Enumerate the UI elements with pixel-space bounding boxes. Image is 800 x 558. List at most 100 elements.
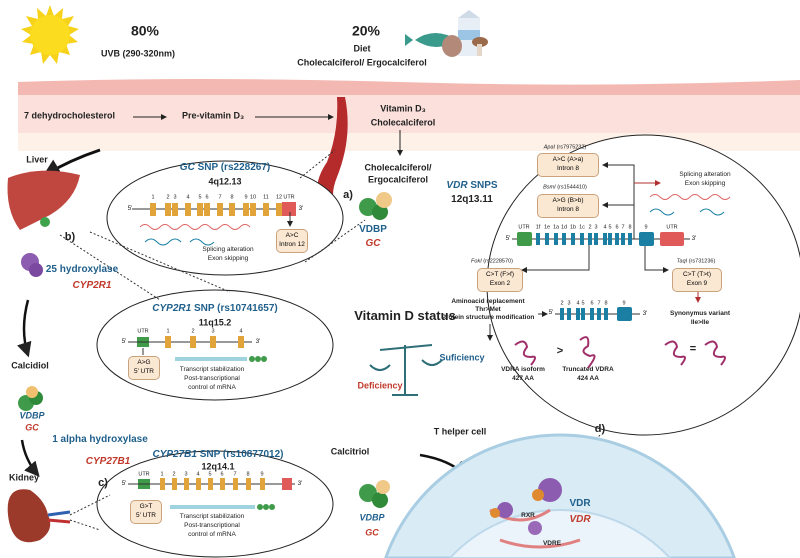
cyp27b1-effect-3: control of mRNA [188, 530, 236, 538]
exon-label: 7 [233, 471, 237, 478]
exon [545, 233, 549, 245]
vdr-protein-label: VDR [569, 497, 591, 509]
taqi-box: C>T (T>t) Exon 9 [672, 268, 722, 292]
exon-label: 2 [191, 328, 195, 335]
exon-label: 6 [205, 194, 209, 201]
cyp2r1-snp-id: SNP (rs10741657) [191, 302, 278, 314]
taqi-id: (rs731236) [687, 258, 716, 265]
exon [576, 308, 580, 320]
apai-name: ApaI [543, 144, 556, 151]
vdr-splice-effect-1: Splicing alteration [679, 170, 731, 178]
vdbp-label: VDBP [359, 223, 387, 235]
foki-variant: C>T (F>f) [485, 271, 515, 278]
exon-label: 7 [218, 194, 222, 201]
cell-nucleus [448, 509, 672, 558]
uvb-percent: 80% [130, 22, 160, 39]
exon-label: 2 [172, 471, 176, 478]
dehydrocholesterol: 7 dehydrocholesterol [24, 110, 116, 121]
exon [603, 233, 607, 245]
exon [243, 203, 249, 216]
exon-label: 5 [198, 194, 202, 201]
ergocalciferol-label: Ergocalciferol [367, 174, 429, 185]
three-prime: 3' [298, 204, 304, 212]
exon-label: 7 [597, 300, 601, 307]
exon-label: 9 [644, 224, 648, 231]
greater-than: > [556, 345, 564, 358]
balance-scale-icon [369, 344, 443, 396]
exon-label: 2 [166, 194, 170, 201]
exon [615, 233, 619, 245]
exon-label: 6 [615, 224, 619, 231]
exon [608, 233, 612, 245]
vdr-gene-name: VDR [446, 179, 468, 191]
25-hydroxylase-label: 25 hydroxylase [45, 263, 119, 275]
exon-label: 1f [535, 224, 541, 231]
exon [185, 203, 191, 216]
exon [229, 203, 235, 216]
exon [621, 233, 625, 245]
cyp27b1-variant-location: 5' UTR [135, 511, 157, 519]
cyp2r1-effect-3: control of mRNA [188, 383, 236, 391]
exon [597, 308, 601, 320]
exon-label: 1b [569, 224, 577, 231]
three-prime: 3' [255, 337, 261, 345]
exon-label: 1c [579, 224, 585, 231]
cyp2r1-gene-name: CYP2R1 [152, 302, 192, 314]
apai-location: Intron 8 [556, 164, 580, 172]
bsmi-variant: A>G (B>b) [552, 197, 584, 204]
vitamin-d-status-title: Vitamin D status [354, 307, 456, 323]
cyp27b1-gene-name: CYP27B1 [152, 448, 197, 460]
exon-label: 9 [260, 471, 264, 478]
exon [567, 308, 571, 320]
foki-id: (rs2228570) [481, 258, 513, 265]
vitamin-d3: Vitamin D₃ [380, 103, 426, 114]
exon [628, 233, 632, 245]
exon-label: 4 [239, 328, 243, 335]
gc-gene-name: GC [179, 161, 195, 173]
exon-label: 4 [576, 300, 580, 307]
deficiency-label: Deficiency [357, 380, 403, 391]
exon [536, 233, 540, 245]
exon [581, 308, 585, 320]
truncated-vdra: Truncated VDRA [562, 365, 614, 373]
exon [172, 203, 178, 216]
vdr-snps-word: SNPS [467, 179, 498, 191]
calcitriol-vdbp: VDBP [359, 512, 385, 523]
exon-label: 10 [249, 194, 257, 201]
three-prime: 3' [297, 479, 303, 487]
vdra-isoform-length: 427 AA [512, 374, 534, 382]
five-prime: 5' [548, 308, 554, 316]
exon [217, 203, 223, 216]
apai-id: (rs7975232) [555, 144, 587, 151]
cyp27b1-effect-2: Post-transcriptional [184, 521, 240, 529]
exon [260, 478, 265, 490]
exon-label: UTR [666, 224, 678, 231]
exon [220, 478, 225, 490]
diet-label: Diet [353, 43, 371, 54]
panel-a-label: a) [343, 189, 353, 202]
exon-label: 1 [151, 194, 155, 201]
gc-locus: 4q12.13 [208, 176, 242, 187]
kidney-label: Kidney [8, 472, 40, 483]
foki-box: C>T (F>f) Exon 2 [477, 268, 523, 292]
exon-label: 6 [590, 300, 594, 307]
exon-label: 1d [560, 224, 568, 231]
exon-label: 1 [166, 328, 170, 335]
ile-ile: Ile>Ile [690, 318, 710, 326]
cyp2r1-snp-title: CYP2R1 SNP (rs10741657) [152, 303, 277, 316]
uvb-label: UVB (290-320nm) [100, 48, 176, 59]
exon-label: 1e [543, 224, 551, 231]
exon-label: 2 [560, 300, 564, 307]
exon [562, 233, 566, 245]
panel-c-label: c) [98, 477, 108, 490]
five-prime: 5' [127, 204, 133, 212]
t-helper-cell-label: T helper cell [433, 426, 487, 437]
blood-vessel [317, 97, 348, 212]
vdr-gene-label: VDR [569, 513, 591, 525]
five-prime: 5' [121, 337, 127, 345]
gc-snp-title: GC SNP (rs228267) [180, 162, 270, 175]
diet-percent: 20% [351, 22, 381, 39]
cyp27b1-variant-box: G>T 5' UTR [130, 500, 162, 524]
exon [282, 202, 296, 216]
